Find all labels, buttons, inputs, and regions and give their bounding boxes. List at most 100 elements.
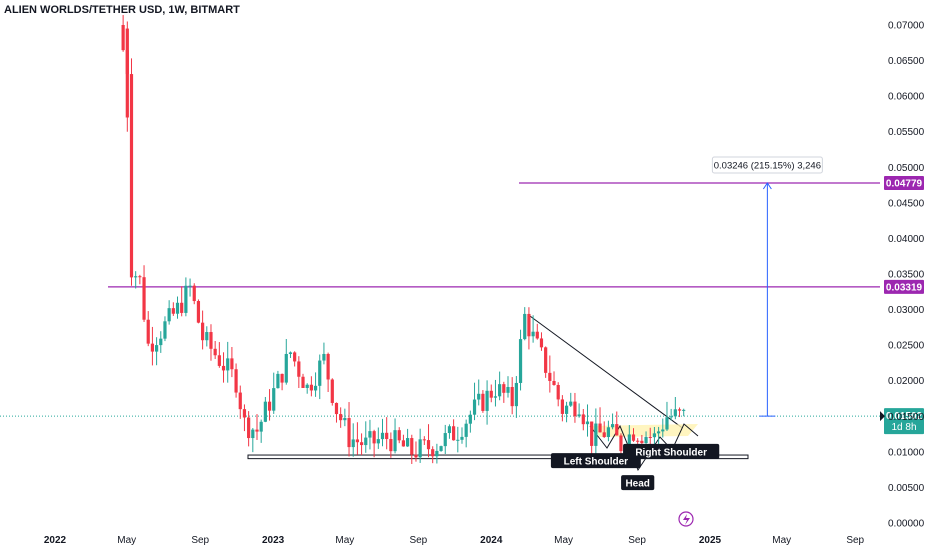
candle-body bbox=[531, 331, 535, 337]
candle-body bbox=[125, 28, 129, 118]
price-tag-label: 0.04779 bbox=[886, 179, 923, 190]
y-tick-label: 0.04000 bbox=[888, 234, 925, 245]
candle-body bbox=[560, 399, 564, 414]
candle-body bbox=[309, 384, 313, 391]
countdown-label: 1d 8h bbox=[891, 422, 916, 433]
flash-icon bbox=[678, 511, 694, 527]
y-tick-label: 0.03000 bbox=[888, 305, 925, 316]
x-tick-label: May bbox=[772, 535, 791, 546]
candle-body bbox=[481, 393, 485, 411]
candle-body bbox=[682, 409, 686, 411]
candle-body bbox=[305, 384, 309, 388]
candle-body bbox=[221, 365, 226, 371]
candle-body bbox=[175, 302, 180, 314]
candle-body bbox=[121, 25, 125, 51]
trendline bbox=[528, 314, 683, 429]
annotation-box bbox=[550, 453, 641, 469]
candle-body bbox=[556, 384, 560, 400]
candle-body bbox=[313, 385, 318, 391]
candle-body bbox=[171, 308, 175, 314]
candle-body bbox=[267, 401, 272, 411]
x-tick-label: Sep bbox=[409, 535, 427, 546]
candle-body bbox=[615, 424, 619, 436]
candle-body bbox=[226, 358, 230, 371]
candle-body bbox=[159, 338, 163, 346]
candles bbox=[121, 15, 686, 465]
candle-body bbox=[385, 432, 389, 440]
candle-body bbox=[146, 319, 150, 344]
candle-body bbox=[196, 301, 201, 323]
candle-body bbox=[502, 384, 506, 393]
candle-body bbox=[661, 429, 665, 432]
candle-body bbox=[610, 424, 615, 428]
x-tick-label: Sep bbox=[191, 535, 209, 546]
candle-body bbox=[293, 352, 297, 362]
candle-body bbox=[138, 276, 142, 278]
candle-body bbox=[544, 347, 548, 373]
candle-body bbox=[657, 431, 661, 434]
measure-arrow bbox=[762, 182, 772, 190]
candle-body bbox=[334, 402, 339, 415]
candle-body bbox=[452, 426, 456, 441]
candle-body bbox=[539, 338, 544, 348]
flash-icon-glyph bbox=[683, 514, 690, 525]
candle-body bbox=[527, 313, 531, 337]
candle-body bbox=[184, 285, 188, 313]
candle-body bbox=[230, 358, 234, 370]
candle-body bbox=[594, 423, 598, 446]
candle-body bbox=[393, 430, 397, 452]
candle-body bbox=[205, 332, 209, 341]
candle-body bbox=[301, 376, 305, 388]
candle-body bbox=[640, 440, 644, 444]
annotation-label: Right Shoulder bbox=[635, 447, 707, 458]
annotation-box bbox=[621, 475, 655, 491]
candle-body bbox=[644, 436, 648, 444]
candle-body bbox=[134, 276, 138, 278]
candle-body bbox=[322, 353, 326, 361]
candle-body bbox=[606, 427, 611, 438]
candle-body bbox=[569, 401, 573, 406]
candle-body bbox=[355, 439, 359, 443]
candle-body bbox=[192, 285, 196, 302]
candle-body bbox=[410, 438, 414, 455]
y-tick-label: 0.01000 bbox=[888, 447, 925, 458]
candle-body bbox=[619, 435, 623, 452]
candle-body bbox=[514, 382, 518, 407]
last-price-label: 0.01502 bbox=[886, 411, 923, 422]
y-tick-label: 0.03500 bbox=[888, 270, 925, 281]
pattern-annotations: Left Shoulder Head Right Shoulder bbox=[550, 443, 720, 527]
candle-body bbox=[460, 436, 464, 440]
candle-body bbox=[330, 379, 334, 403]
candle-body bbox=[288, 352, 293, 354]
candle-body bbox=[636, 440, 640, 442]
candle-body bbox=[564, 405, 569, 414]
price-tag bbox=[884, 279, 924, 294]
candle-body bbox=[163, 321, 167, 339]
annotation-label: Left Shoulder bbox=[564, 457, 629, 468]
y-tick-label: 0.02500 bbox=[888, 341, 925, 352]
candle-body bbox=[443, 433, 447, 447]
pattern-zone bbox=[590, 424, 698, 437]
chart-title: ALIEN WORLDS/TETHER USD, 1W, BITMART bbox=[4, 4, 240, 16]
time-axis: 2022 May Sep 2023 May Sep 2024 May Sep 2025 May Sep bbox=[44, 535, 865, 546]
candle-body bbox=[435, 450, 439, 457]
candle-body bbox=[209, 332, 213, 349]
candle-body bbox=[631, 434, 636, 441]
candle-body bbox=[493, 396, 498, 398]
candle-body bbox=[276, 373, 280, 389]
candle-body bbox=[326, 353, 330, 380]
candle-body bbox=[464, 423, 468, 437]
candle-body bbox=[677, 409, 682, 411]
candle-body bbox=[359, 442, 364, 446]
candle-body bbox=[339, 414, 343, 421]
measurement-tool: 0.03246 (215.15%) 3,246 bbox=[711, 156, 823, 417]
candle-body bbox=[389, 439, 393, 452]
candle-body bbox=[523, 313, 527, 340]
candle-body bbox=[535, 331, 539, 339]
price-axis: 0.07000 0.06500 0.06000 0.05500 0.05000 0.045… bbox=[888, 21, 925, 530]
x-tick-label: 2022 bbox=[44, 535, 67, 546]
candle-body bbox=[380, 432, 385, 440]
candle-body bbox=[234, 369, 238, 393]
